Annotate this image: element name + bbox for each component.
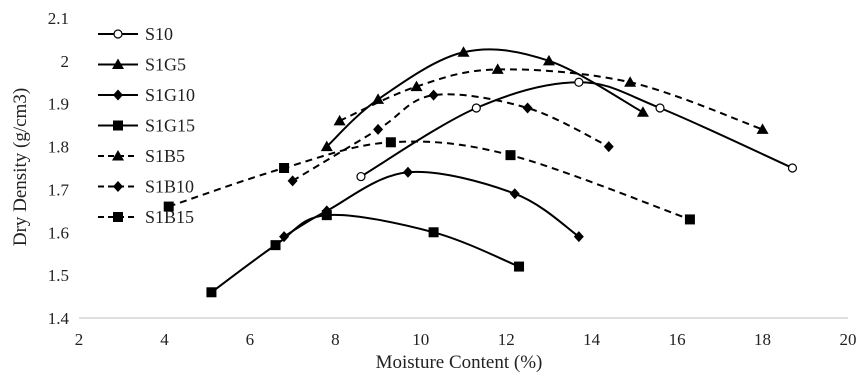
x-tick-label: 18 xyxy=(754,330,771,349)
line-s1b15 xyxy=(168,140,691,221)
legend-label-s1b5: S1B5 xyxy=(145,146,185,166)
legend-marker-s1b10 xyxy=(113,181,123,192)
point-s1b15 xyxy=(684,214,695,225)
legend-item-s1g15: S1G15 xyxy=(98,116,195,136)
x-tick-label: 8 xyxy=(331,330,340,349)
series-s10 xyxy=(356,77,798,182)
x-tick-label: 2 xyxy=(75,330,84,349)
point-s1b5 xyxy=(333,114,346,126)
point-s10 xyxy=(471,103,481,113)
x-tick-label: 4 xyxy=(160,330,169,349)
line-s1b10 xyxy=(292,93,610,182)
legend-item-s1b10: S1B10 xyxy=(98,177,194,197)
legend-label-s10: S10 xyxy=(145,24,173,44)
x-tick-label: 10 xyxy=(412,330,429,349)
legend-item-s1b15: S1B15 xyxy=(98,207,194,227)
point-s1g5 xyxy=(372,93,385,104)
point-s1g10 xyxy=(402,166,413,178)
x-tick-label: 12 xyxy=(498,330,515,349)
axes: 2 4 6 8 10 12 14 16 18 20 1.4 1.5 1.6 1.7 1.8 1.9 2 2.1 xyxy=(48,9,857,349)
y-tick-label: 1.7 xyxy=(48,180,70,199)
series-s1b5 xyxy=(333,63,769,134)
y-tick-label: 1.9 xyxy=(48,95,69,114)
legend-label-s1g10: S1G10 xyxy=(145,85,195,105)
series-layer xyxy=(163,46,798,298)
legend-item-s1b5: S1B5 xyxy=(98,146,185,166)
point-s1b10 xyxy=(428,89,439,101)
point-s10 xyxy=(356,171,366,182)
x-axis-label: Moisture Content (%) xyxy=(376,352,543,372)
point-s1g10 xyxy=(279,231,290,243)
point-s1g5 xyxy=(320,140,333,152)
point-s1g15 xyxy=(321,210,332,221)
y-tick-label: 2 xyxy=(61,52,70,71)
legend-marker-s1g10 xyxy=(113,89,123,101)
y-tick-label: 1.6 xyxy=(48,223,69,242)
y-tick-label: 1.8 xyxy=(48,138,69,157)
series-s1b10 xyxy=(287,89,614,187)
point-s10 xyxy=(574,77,584,87)
series-s1g15 xyxy=(206,210,525,298)
point-s1b5 xyxy=(410,80,423,92)
point-s1b15 xyxy=(385,137,396,148)
point-s1g15 xyxy=(428,227,439,238)
legend-item-s1g10: S1G10 xyxy=(98,85,195,105)
legend-marker-s10 xyxy=(113,29,123,39)
point-s1g15 xyxy=(514,261,525,272)
legend-marker-s1g5 xyxy=(112,58,124,69)
series-s1b15 xyxy=(163,137,695,225)
legend-marker-s1g15 xyxy=(113,120,123,131)
point-s1g5 xyxy=(457,46,470,57)
x-tick-label: 6 xyxy=(246,330,255,349)
legend-marker-s1b5 xyxy=(112,150,124,161)
point-s1g5 xyxy=(542,54,555,66)
line-s1g15 xyxy=(210,213,520,294)
x-tick-label: 20 xyxy=(840,330,857,349)
legend-item-s1g5: S1G5 xyxy=(98,55,186,75)
line-s1b5 xyxy=(339,68,763,131)
y-axis-label: Dry Density (g/cm3) xyxy=(10,88,31,246)
point-s1g15 xyxy=(270,240,281,251)
legend-label-s1g5: S1G5 xyxy=(145,55,186,75)
point-s10 xyxy=(787,163,798,173)
point-s1g5 xyxy=(636,106,649,117)
point-s1b15 xyxy=(505,150,516,161)
legend-label-s1b10: S1B10 xyxy=(145,177,194,197)
legend-item-s10: S10 xyxy=(98,24,173,44)
point-s1b10 xyxy=(373,123,384,135)
point-s1b5 xyxy=(624,76,637,87)
point-s1g10 xyxy=(509,188,520,200)
y-tick-label: 2.1 xyxy=(48,9,69,28)
series-s1g5 xyxy=(320,46,649,152)
point-s1b5 xyxy=(491,63,504,74)
point-s1b10 xyxy=(522,102,533,114)
point-s1g15 xyxy=(206,287,217,298)
y-tick-label: 1.4 xyxy=(48,309,70,328)
point-s1b15 xyxy=(279,163,290,173)
legend-marker-s1b15 xyxy=(113,212,123,222)
line-s1g10 xyxy=(283,170,580,238)
point-s1b10 xyxy=(603,141,614,153)
x-tick-label: 16 xyxy=(669,330,686,349)
legend-label-s1b15: S1B15 xyxy=(145,207,194,227)
point-s1b15 xyxy=(163,201,174,212)
point-s1g10 xyxy=(573,231,584,243)
point-s1b10 xyxy=(287,175,298,187)
y-tick-label: 1.5 xyxy=(48,266,69,285)
legend-label-s1g15: S1G15 xyxy=(145,116,195,136)
x-tick-label: 14 xyxy=(583,330,601,349)
point-s10 xyxy=(655,103,665,113)
point-s1b5 xyxy=(756,123,769,134)
legend: S10 S1G5 S1G10 S1G15 S1B5 S1B10 S1B15 xyxy=(98,24,195,227)
